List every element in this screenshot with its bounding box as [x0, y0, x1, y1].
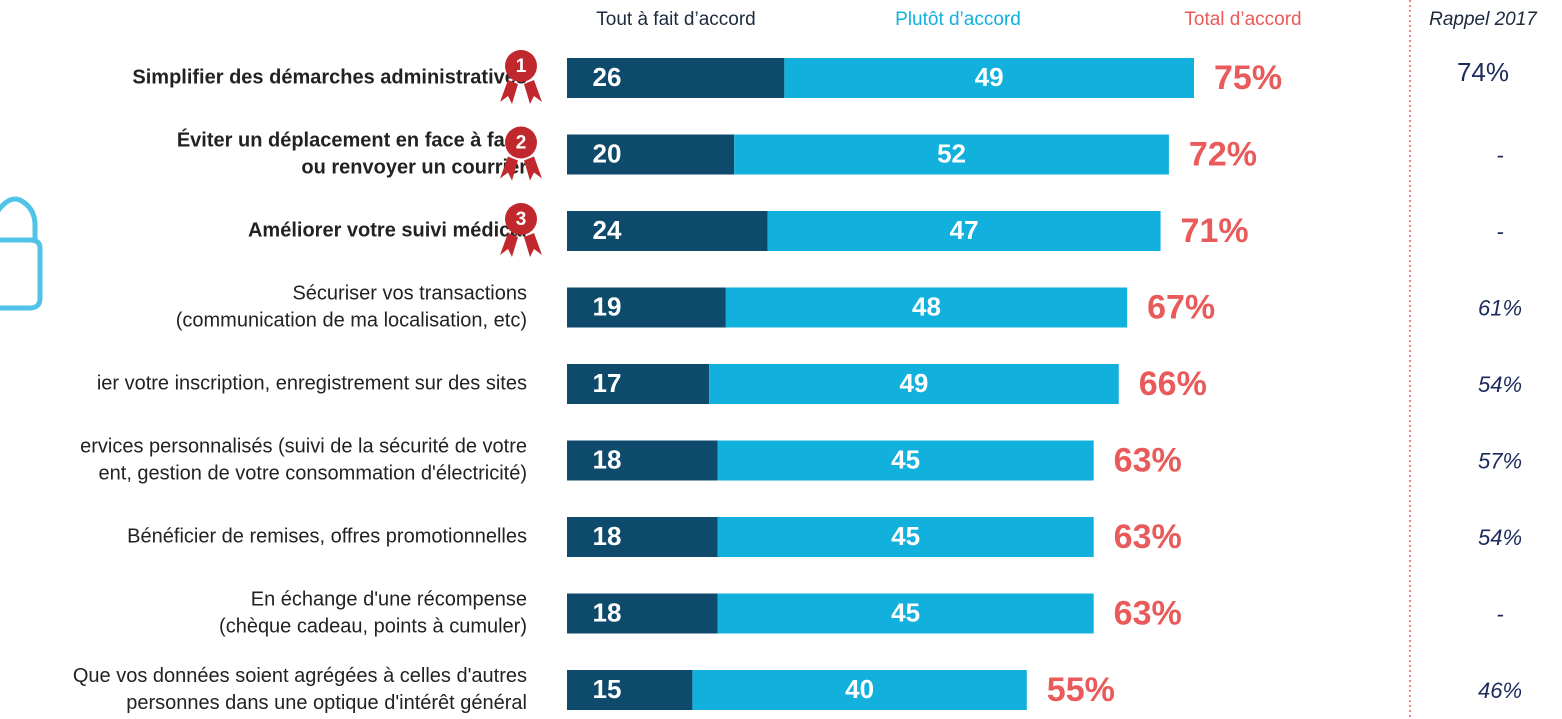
segment-label: 52 [937, 138, 966, 168]
total-label: 63% [1114, 594, 1182, 632]
category-label: (communication de ma localisation, etc) [176, 309, 527, 331]
padlock-icon [0, 196, 43, 311]
segment-label: 19 [593, 291, 622, 321]
bar-segment [709, 364, 1119, 404]
segment-label: 18 [593, 521, 622, 551]
bar-segment [734, 134, 1169, 175]
rank-number: 1 [516, 56, 527, 77]
category-label: Éviter un déplacement en face à face [177, 128, 527, 151]
total-label: 63% [1114, 518, 1182, 556]
bar-segment [717, 440, 1094, 481]
category-label: ier votre inscription, enregistrement su… [97, 372, 527, 394]
segment-label: 40 [845, 674, 874, 704]
category-label: Que vos données soient agrégées à celles… [73, 665, 527, 687]
legend-label: Total d’accord [1184, 9, 1301, 30]
segment-label: 49 [975, 62, 1004, 92]
bar-segment [717, 593, 1094, 634]
category-label: Simplifier des démarches administratives [132, 66, 527, 88]
ribbon [500, 80, 542, 104]
bar-segment [767, 211, 1161, 251]
total-label: 55% [1047, 671, 1115, 709]
total-label: 66% [1139, 365, 1207, 403]
ribbon [500, 233, 542, 257]
recall-label: - [1496, 142, 1503, 167]
segment-label: 45 [891, 444, 920, 474]
category-label: Bénéficier de remises, offres promotionn… [127, 525, 527, 547]
recall-label: 54% [1478, 372, 1522, 397]
segment-label: 18 [593, 444, 622, 474]
recall-label: 61% [1478, 295, 1522, 320]
category-label: ou renvoyer un courrier [301, 156, 527, 178]
total-label: 71% [1181, 212, 1249, 250]
segment-label: 45 [891, 597, 920, 627]
category-label: Sécuriser vos transactions [292, 282, 527, 304]
category-label: Améliorer votre suivi médical [248, 219, 527, 241]
segment-label: 15 [593, 674, 622, 704]
legend-label: Plutôt d’accord [895, 9, 1021, 30]
category-label: (chèque cadeau, points à cumuler) [219, 615, 527, 637]
segment-label: 49 [899, 368, 928, 398]
rank-number: 2 [516, 133, 527, 154]
recall-label: 46% [1478, 678, 1522, 703]
bar-segment [567, 593, 718, 634]
total-label: 72% [1189, 135, 1257, 173]
rank-badge [505, 50, 537, 82]
bar-segment [567, 287, 726, 328]
column-header: Rappel 2017 [1429, 9, 1538, 30]
segment-label: 26 [593, 62, 622, 92]
category-label: ervices personnalisés (suivi de la sécur… [80, 435, 527, 457]
ribbon [500, 156, 542, 181]
bar-segment [692, 670, 1027, 710]
bar-segment [567, 58, 785, 98]
bar-segment [567, 440, 718, 481]
segment-label: 20 [593, 138, 622, 168]
bar-segment [567, 670, 693, 710]
total-label: 63% [1114, 441, 1182, 479]
bar-segment [725, 287, 1128, 328]
bar-segment [784, 58, 1194, 98]
segment-label: 17 [593, 368, 622, 398]
category-label: En échange d'une récompense [251, 588, 527, 610]
recall-label: - [1496, 601, 1503, 626]
rank-badge [505, 203, 537, 235]
category-label: ent, gestion de votre consommation d'éle… [99, 462, 527, 484]
bar-segment [567, 134, 735, 175]
segment-label: 45 [891, 521, 920, 551]
recall-label: 74% [1457, 57, 1509, 87]
legend-label: Tout à fait d’accord [596, 9, 755, 30]
recall-label: 54% [1478, 525, 1522, 550]
total-label: 75% [1214, 59, 1282, 97]
bar-segment [567, 211, 768, 251]
recall-label: - [1496, 219, 1503, 244]
bar-segment [567, 364, 710, 404]
recall-label: 57% [1478, 448, 1522, 473]
bar-segment [717, 517, 1094, 557]
segment-label: 47 [950, 215, 979, 245]
segment-label: 24 [593, 215, 622, 245]
category-label: personnes dans une optique d'intérêt gén… [126, 692, 527, 714]
total-label: 67% [1147, 288, 1215, 326]
rank-number: 3 [516, 209, 527, 230]
rank-badge [505, 126, 537, 159]
segment-label: 18 [593, 597, 622, 627]
segment-label: 48 [912, 291, 941, 321]
bar-segment [567, 517, 718, 557]
